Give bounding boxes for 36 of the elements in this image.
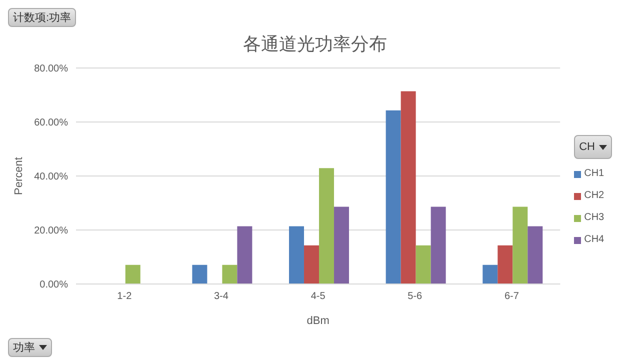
- bar: [222, 264, 238, 284]
- bar: [289, 226, 304, 284]
- bar: [237, 226, 252, 284]
- y-tick-label: 20.00%: [34, 226, 68, 237]
- legend-label: CH4: [583, 233, 606, 247]
- bar: [498, 245, 513, 284]
- bar: [304, 245, 320, 284]
- legend-label: CH1: [583, 167, 606, 181]
- legend-title: CH: [574, 135, 612, 159]
- bar: [482, 264, 498, 284]
- x-tick-label: 1-2: [117, 291, 132, 302]
- chart-title: 各通道光功率分布: [242, 33, 388, 56]
- bar: [319, 168, 334, 284]
- y-tick-label: 60.00%: [34, 118, 68, 129]
- x-tick-label: 6-7: [504, 291, 520, 302]
- y-tick-label: 0.00%: [40, 280, 68, 291]
- bar: [386, 110, 401, 284]
- x-tick-label: 3-4: [214, 291, 229, 302]
- legend-label: CH3: [583, 211, 606, 225]
- x-tick-label: 5-6: [408, 291, 423, 302]
- text: 计数项:功率: [8, 8, 76, 27]
- bar: [430, 206, 446, 284]
- bar: [334, 206, 350, 284]
- text: 功率: [8, 338, 52, 357]
- bar: [400, 91, 416, 284]
- bar: [125, 264, 140, 284]
- legend-label: CH2: [583, 189, 606, 203]
- bar: [192, 264, 208, 284]
- bar: [512, 206, 528, 284]
- y-tick-label: 40.00%: [34, 172, 68, 183]
- x-axis-title: dBm: [306, 315, 330, 327]
- bar: [416, 245, 431, 284]
- y-axis-title: Percent: [12, 157, 25, 195]
- bar: [528, 226, 543, 284]
- x-tick-label: 4-5: [310, 291, 326, 302]
- y-tick-label: 80.00%: [34, 64, 68, 75]
